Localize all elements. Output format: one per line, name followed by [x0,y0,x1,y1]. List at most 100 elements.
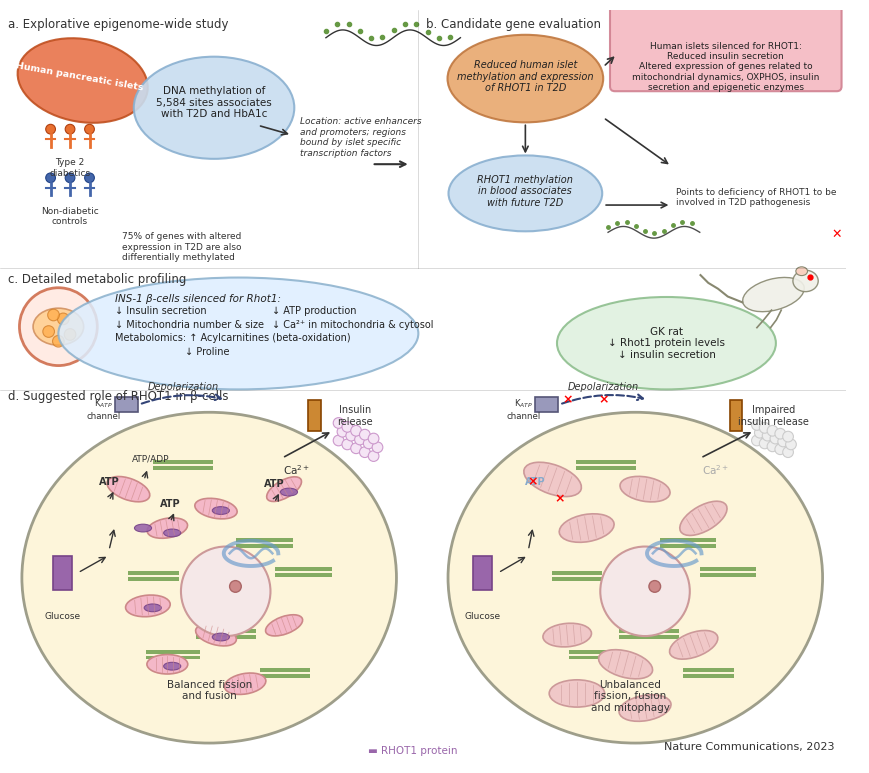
Bar [568,656,623,659]
Ellipse shape [548,679,604,707]
Bar [236,538,293,542]
Circle shape [769,433,779,444]
Bar [52,557,72,591]
Circle shape [46,173,56,182]
Text: ↓ Ca²⁺ in mitochondria & cytosol: ↓ Ca²⁺ in mitochondria & cytosol [272,320,434,330]
Bar [618,629,679,633]
Circle shape [766,441,777,451]
Circle shape [648,581,660,592]
Text: K$_{ATP}$
channel: K$_{ATP}$ channel [506,397,540,421]
Ellipse shape [679,501,726,536]
Text: ↓ Mitochondria number & size: ↓ Mitochondria number & size [115,320,263,330]
Bar [308,400,321,431]
Text: ×: × [554,492,564,506]
Text: Non-diabetic
controls: Non-diabetic controls [41,207,99,226]
Bar [115,397,138,412]
Circle shape [48,309,59,321]
Text: DNA methylation of
5,584 sites associates
with T2D and HbA1c: DNA methylation of 5,584 sites associate… [156,87,272,120]
Ellipse shape [447,35,602,122]
Circle shape [777,436,787,447]
Text: GK rat
↓ Rhot1 protein levels
↓ insulin secretion: GK rat ↓ Rhot1 protein levels ↓ insulin … [607,327,724,360]
Bar [196,629,255,633]
Text: ↓ ATP production: ↓ ATP production [272,306,356,316]
Bar [682,674,733,678]
Ellipse shape [280,489,297,496]
Circle shape [368,433,379,444]
Text: Location: active enhancers
and promoters; regions
bound by islet specific
transc: Location: active enhancers and promoters… [299,117,421,158]
Ellipse shape [163,529,181,536]
Ellipse shape [196,625,236,646]
Bar [729,400,741,431]
Text: INS-1 β-cells silenced for Rhot1:: INS-1 β-cells silenced for Rhot1: [115,294,281,304]
Circle shape [785,439,795,450]
Ellipse shape [598,649,652,679]
Text: Insulin
release: Insulin release [337,406,373,427]
Circle shape [181,547,270,636]
Circle shape [333,417,343,428]
Ellipse shape [523,462,580,496]
Circle shape [65,173,75,182]
Text: Glucose: Glucose [44,611,80,621]
Bar [129,571,179,575]
Bar [568,649,623,653]
Circle shape [46,124,56,134]
Circle shape [43,325,55,337]
Circle shape [342,421,352,432]
Bar [659,543,715,547]
Text: Points to deficiency of RHOT1 to be
involved in T2D pathogenesis: Points to deficiency of RHOT1 to be invo… [675,188,836,207]
Text: ✕: ✕ [831,228,841,240]
Text: Impaired
insulin release: Impaired insulin release [737,406,808,427]
Circle shape [336,427,348,437]
Ellipse shape [559,514,614,543]
Ellipse shape [135,524,151,532]
Circle shape [333,435,343,446]
Bar [659,538,715,542]
Ellipse shape [212,506,229,515]
Bar [275,567,331,571]
Text: K$_{ATP}$
channel: K$_{ATP}$ channel [86,397,120,421]
Ellipse shape [556,297,775,390]
Text: Human islets silenced for RHOT1:
Reduced insulin secretion
Altered expression of: Human islets silenced for RHOT1: Reduced… [632,42,819,92]
Circle shape [84,124,94,134]
Bar [196,635,255,639]
Ellipse shape [619,695,670,721]
Circle shape [774,428,785,439]
Circle shape [52,335,64,347]
Circle shape [350,425,361,436]
Text: Type 2
diabetics: Type 2 diabetics [50,158,90,178]
Bar [146,656,200,659]
Bar [699,567,755,571]
Text: Unbalanced
fission, fusion
and mitophagy: Unbalanced fission, fusion and mitophagy [590,679,669,713]
Text: Balanced fission
and fusion: Balanced fission and fusion [166,679,251,701]
Ellipse shape [542,623,591,647]
Ellipse shape [448,155,601,231]
Bar [153,460,213,464]
Ellipse shape [147,655,188,674]
Text: Human pancreatic islets: Human pancreatic islets [16,61,144,92]
Text: ×: × [597,393,607,406]
Text: b. Candidate gene evaluation: b. Candidate gene evaluation [426,19,600,31]
Circle shape [65,124,75,134]
Circle shape [359,447,370,458]
Bar [618,635,679,639]
Bar [551,577,601,581]
Text: Ca$^{2+}$: Ca$^{2+}$ [700,463,728,477]
Bar [146,649,200,653]
Text: Nature Communications, 2023: Nature Communications, 2023 [664,742,833,752]
Circle shape [600,547,689,636]
Circle shape [19,288,97,366]
Ellipse shape [669,631,717,659]
FancyBboxPatch shape [609,0,840,91]
Circle shape [751,435,761,446]
Bar [575,460,635,464]
Text: ×: × [561,393,572,406]
Text: Metabolomics: ↑ Acylcarnitines (beta-oxidation): Metabolomics: ↑ Acylcarnitines (beta-oxi… [115,333,350,343]
Circle shape [350,443,361,454]
Circle shape [761,431,772,441]
Circle shape [342,439,352,450]
Circle shape [753,427,765,438]
Circle shape [359,429,370,440]
Ellipse shape [224,673,266,694]
Ellipse shape [17,38,148,123]
Circle shape [229,581,241,592]
